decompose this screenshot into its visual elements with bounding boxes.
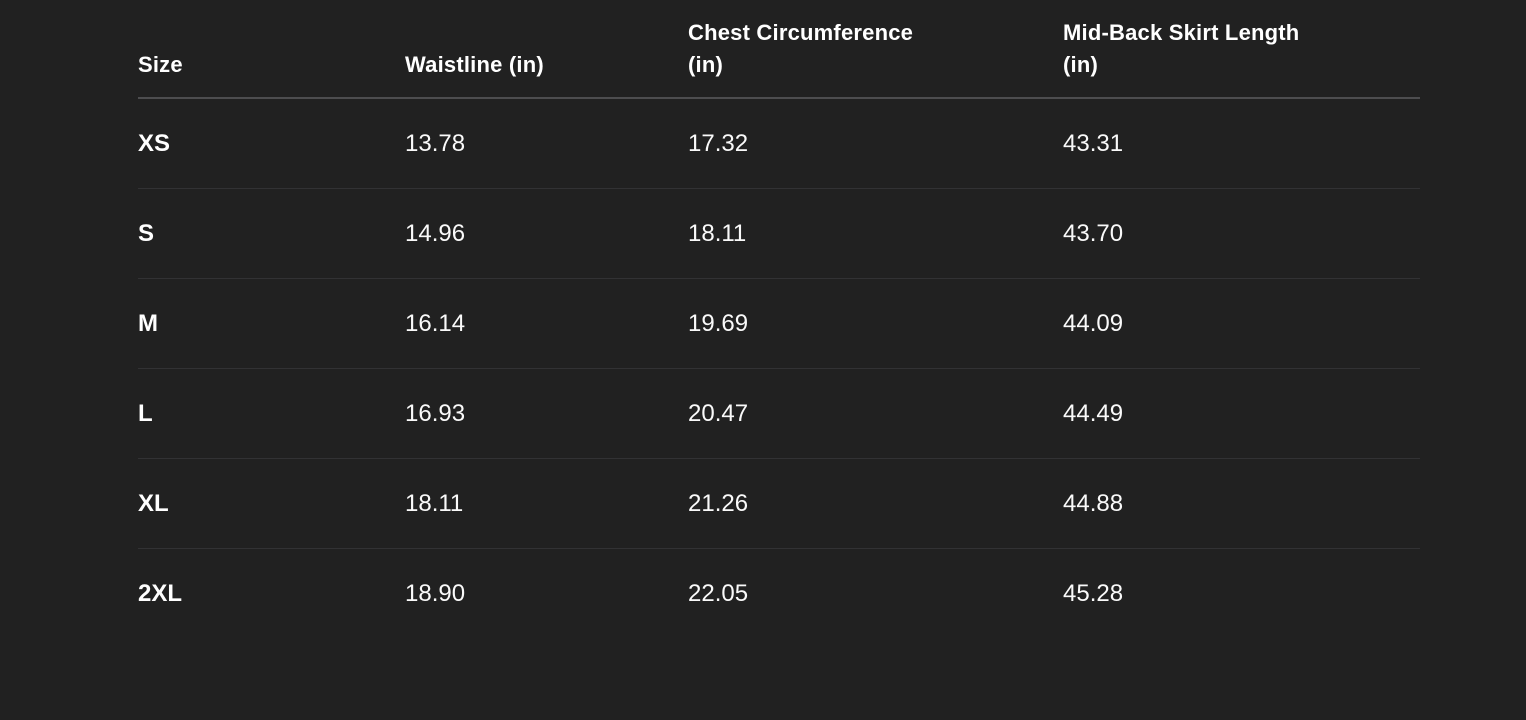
size-value: XL xyxy=(138,489,169,517)
mid-back-skirt-length-value: 44.09 xyxy=(1063,309,1124,337)
table-row: L 16.93 20.47 44.49 xyxy=(138,369,1420,459)
column-header-chest-circumference-label: Chest Circumference (in) xyxy=(688,20,914,77)
waistline-value: 16.14 xyxy=(405,309,466,337)
table-row: M 16.14 19.69 44.09 xyxy=(138,279,1420,369)
table-header-row: Size Waistline (in) Chest Circumference … xyxy=(138,0,1420,99)
table-row: XL 18.11 21.26 44.88 xyxy=(138,459,1420,549)
column-header-mid-back-skirt-length: Mid-Back Skirt Length (in) xyxy=(1063,17,1420,97)
chest-circumference-value: 20.47 xyxy=(688,399,749,427)
waistline-value: 14.96 xyxy=(405,219,466,247)
chest-circumference-value: 22.05 xyxy=(688,580,749,607)
column-header-size-label: Size xyxy=(138,52,183,77)
waistline-value: 16.93 xyxy=(405,399,466,427)
mid-back-skirt-length-value: 44.88 xyxy=(1063,489,1124,517)
mid-back-skirt-length-value: 43.31 xyxy=(1063,129,1124,157)
column-header-size: Size xyxy=(138,49,405,97)
table-row: S 14.96 18.11 43.70 xyxy=(138,189,1420,279)
mid-back-skirt-length-value: 43.70 xyxy=(1063,219,1124,247)
column-header-waistline-label: Waistline (in) xyxy=(405,52,544,77)
size-value: S xyxy=(138,219,155,247)
column-header-waistline: Waistline (in) xyxy=(405,49,688,97)
chest-circumference-value: 21.26 xyxy=(688,489,749,517)
waistline-value: 18.11 xyxy=(405,489,464,517)
mid-back-skirt-length-value: 45.28 xyxy=(1063,580,1124,607)
column-header-chest-circumference: Chest Circumference (in) xyxy=(688,17,1063,97)
size-chart-table: Size Waistline (in) Chest Circumference … xyxy=(138,0,1420,639)
waistline-value: 13.78 xyxy=(405,129,466,157)
size-value: XS xyxy=(138,129,171,157)
column-header-mid-back-skirt-length-label: Mid-Back Skirt Length (in) xyxy=(1063,20,1300,77)
chest-circumference-value: 17.32 xyxy=(688,129,749,157)
size-value: 2XL xyxy=(138,580,183,607)
chest-circumference-value: 19.69 xyxy=(688,309,749,337)
table-row: XS 13.78 17.32 43.31 xyxy=(138,99,1420,189)
mid-back-skirt-length-value: 44.49 xyxy=(1063,399,1124,427)
waistline-value: 18.90 xyxy=(405,580,466,607)
table-row: 2XL 18.90 22.05 45.28 xyxy=(138,549,1420,639)
size-value: M xyxy=(138,309,158,337)
size-value: L xyxy=(138,399,153,427)
chest-circumference-value: 18.11 xyxy=(688,219,747,247)
